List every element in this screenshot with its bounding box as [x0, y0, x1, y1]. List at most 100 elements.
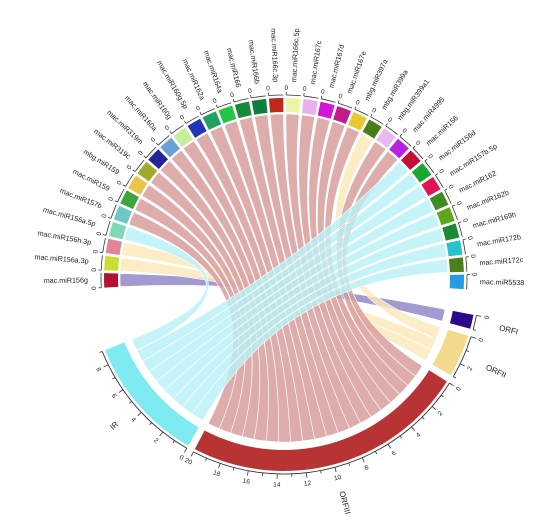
mirna-sector: [137, 161, 158, 182]
mirna-tick-label: 0: [179, 114, 186, 122]
mirna-axis: [462, 239, 466, 255]
mirna-tick: [462, 238, 466, 241]
mirna-tick: [215, 104, 218, 108]
orf-axis: [193, 382, 450, 475]
mirna-tick: [169, 130, 172, 134]
mirna-sector: [429, 191, 449, 211]
mirna-tick: [108, 217, 112, 219]
mirna-tick: [399, 133, 403, 137]
mirna-sector: [202, 111, 222, 130]
orf-tick: [387, 443, 392, 449]
mirna-label: mac.miR156g: [44, 275, 88, 285]
mirna-sector: [333, 106, 352, 124]
orf-label: ORFII: [484, 363, 507, 380]
orf-tick: [348, 462, 351, 466]
mirna-tick: [132, 169, 136, 172]
mirna-label: mac.miR162b: [465, 188, 510, 212]
mirna-tick-label: 0: [137, 149, 145, 157]
mirna-tick: [385, 123, 388, 127]
orf-tick: [453, 376, 457, 379]
mirna-tick-label: 0: [470, 273, 477, 277]
mirna-tick-label: 0: [92, 249, 99, 254]
mirna-axis: [435, 175, 444, 188]
mirna-label: mac.miR166b: [247, 39, 262, 84]
mirna-axis: [105, 220, 111, 236]
mirna-label: mac.miR164a: [202, 49, 225, 94]
mirna-label: mac.miR156a.5p: [42, 205, 97, 228]
mirna-sector: [120, 190, 140, 210]
orf-tick: [247, 470, 249, 476]
orf-tick: [159, 431, 164, 437]
mirna-axis: [424, 160, 435, 174]
orf-sector-orfiii: [194, 370, 447, 471]
orf-tick: [190, 451, 194, 457]
mirna-tick-label: 0: [150, 136, 158, 144]
mirna-tick: [435, 173, 439, 176]
orf-tick: [129, 401, 132, 404]
orf-tick: [472, 329, 477, 331]
mirna-axis: [286, 94, 301, 97]
mirna-tick-label: 0: [469, 254, 476, 259]
mirna-label: mac.miR167d: [327, 44, 346, 89]
orf-tick: [112, 377, 116, 380]
mirna-tick-label: 0: [116, 179, 124, 186]
mirna-label: mac.miR167c: [308, 40, 323, 85]
mirna-axis: [201, 108, 215, 116]
orf-tick-label: 6: [110, 393, 118, 400]
orf-tick-label: 20: [183, 457, 193, 467]
orf-tick-label: 16: [242, 478, 251, 486]
mirna-label: mac.miR162: [457, 169, 497, 195]
mirna-label: mac.miR159: [71, 167, 111, 193]
mirna-label: mac.miR156h.3p: [37, 228, 92, 247]
mirna-label: mac.miR156a.3p: [34, 252, 89, 265]
mirna-tick: [155, 142, 159, 146]
orf-tick: [103, 364, 109, 368]
mirna-sector: [148, 149, 169, 169]
mirna-label: mac.miR172c: [479, 255, 524, 267]
mirna-axis: [217, 102, 232, 108]
mirna-tick-label: 0: [437, 168, 445, 175]
mirna-label: mac.miR166c.5p: [289, 28, 301, 82]
mirna-label: mac.miR166: [225, 47, 243, 88]
orf-tick-label: 4: [415, 431, 423, 439]
mirna-axis: [465, 256, 468, 272]
ribbon-layer: [119, 113, 449, 443]
mirna-label: mac.miR5538: [480, 277, 525, 287]
mirna-label: mac.miR169h: [472, 210, 517, 230]
orf-tick-label: 10: [333, 474, 342, 483]
orf-tick: [440, 394, 444, 398]
orf-tick: [205, 457, 207, 461]
mirna-sector: [411, 163, 432, 183]
mirna-sector: [401, 150, 421, 171]
mirna-tick-label: 0: [426, 153, 434, 161]
mirna-tick: [250, 94, 252, 99]
mirna-tick: [320, 95, 323, 99]
mirna-tick: [370, 114, 373, 118]
orf-tick: [218, 463, 221, 469]
mirna-sector: [376, 128, 396, 148]
orf-tick: [465, 350, 470, 352]
mirna-tick: [444, 188, 448, 191]
orf-axis: [101, 351, 188, 449]
mirna-label: mac.miR166c.3p: [269, 28, 280, 82]
mirna-tick-label: 0: [386, 116, 393, 124]
mirna-sector: [286, 98, 301, 113]
mirna-axis: [338, 102, 353, 109]
mirna-tick-label: 0: [461, 218, 469, 224]
mirna-tick-label: 0: [284, 85, 288, 92]
orf-tick: [411, 426, 416, 431]
mirna-tick: [354, 106, 357, 110]
mirna-label: mac.miR172b: [476, 232, 521, 248]
sector-layer: [104, 98, 474, 471]
mirna-tick: [114, 200, 118, 203]
orf-tick: [431, 406, 437, 410]
orf-tick: [334, 467, 337, 473]
orf-tick: [99, 351, 103, 353]
mirna-sector: [348, 112, 367, 131]
mirna-tick: [199, 111, 202, 115]
mirna-tick-label: 0: [266, 85, 271, 92]
mirna-sector: [218, 105, 237, 124]
mirna-tick: [424, 158, 428, 162]
orf-axis: [472, 315, 477, 330]
